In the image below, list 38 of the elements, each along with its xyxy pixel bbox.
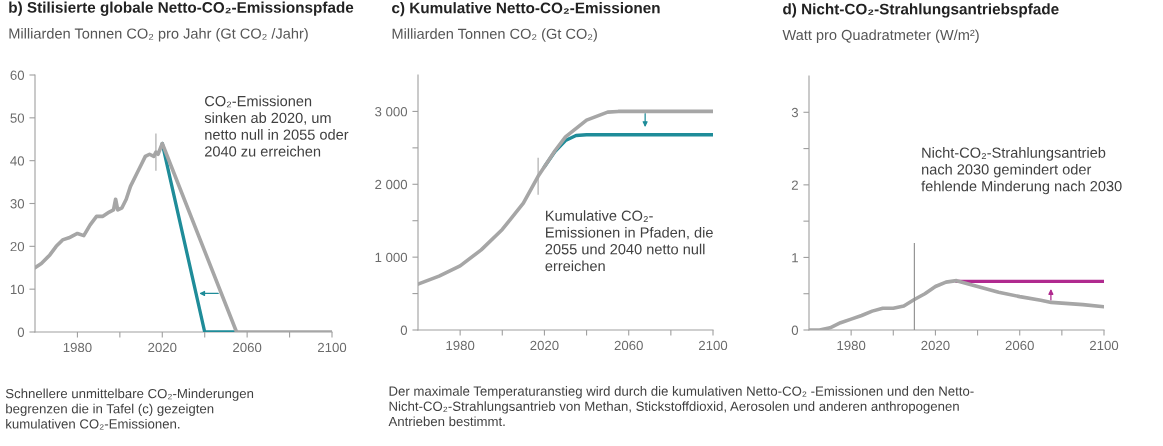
y-tick-label: 2: [791, 180, 798, 190]
x-tick-label: 2100: [698, 340, 728, 351]
y-tick-label: 2 000: [375, 179, 408, 190]
x-tick-label: 1980: [63, 342, 92, 353]
x-tick-label: 2020: [921, 340, 950, 351]
y-tick-label: 0: [791, 325, 799, 335]
chart-subtitle: Watt pro Quadratmeter (W/m²): [782, 29, 979, 43]
chart-subtitle: Milliarden Tonnen CO₂ (Gt CO₂): [392, 28, 597, 42]
text: Der maximale Temperaturanstieg wird durch die kumulativen Netto-CO₂ -Emissionen und den Netto- Nicht-CO₂-Strahlungsantrieb von Methan, Stickstoffdioxid, Aerosolen und anderen anthropogenen Antrieben bestimmt.: [388, 386, 974, 427]
y-tick-label: 1 000: [375, 252, 408, 263]
x-tick-label: 1980: [837, 340, 866, 351]
x-tick-label: 2060: [614, 340, 643, 351]
chart-subtitle: Milliarden Tonnen CO₂ pro Jahr (Gt CO₂ /Jahr): [9, 28, 308, 42]
annotation: Kumulative CO₂- Emissionen in Pfaden, die 2055 und 2040 netto null erreichen: [545, 210, 713, 272]
x-tick-label: 2100: [317, 342, 347, 353]
y-tick-label: 3: [791, 107, 798, 118]
x-tick-label: 1980: [446, 340, 475, 351]
y-tick-label: 1: [792, 253, 798, 263]
y-tick-label: 10: [10, 284, 25, 295]
text: Schnellere unmittelbare CO₂-Minderungen begrenzen die in Tafel (c) gezeigten kumulativen CO₂-Emissionen.: [5, 388, 254, 430]
y-tick-label: 40: [10, 156, 25, 166]
annotation: CO₂-Emissionen sinken ab 2020, um netto null in 2055 oder 2040 zu erreichen: [204, 95, 349, 157]
x-tick-label: 2020: [148, 342, 177, 353]
y-tick-label: 50: [10, 113, 25, 123]
chart-title: c) Kumulative Netto-CO₂-Emissionen: [392, 2, 660, 17]
x-tick-label: 2100: [1089, 340, 1119, 351]
x-tick-label: 2060: [1005, 340, 1034, 351]
y-tick-label: 30: [10, 199, 25, 209]
y-tick-label: 0: [17, 327, 25, 337]
y-tick-label: 60: [10, 70, 25, 80]
y-tick-label: 0: [400, 325, 408, 335]
x-tick-label: 2060: [233, 342, 262, 353]
annotation: Nicht-CO₂-Strahlungsantrieb nach 2030 gemindert oder fehlende Minderung nach 2030: [921, 147, 1122, 195]
chart-title: d) Nicht-CO₂-Strahlungsantriebspfade: [783, 3, 1059, 18]
chart-title: b) Stilisierte globale Netto-CO₂-Emissionspfade: [9, 1, 354, 16]
y-tick-label: 3 000: [375, 107, 408, 117]
x-tick-label: 2020: [530, 340, 559, 351]
y-tick-label: 20: [10, 241, 25, 252]
